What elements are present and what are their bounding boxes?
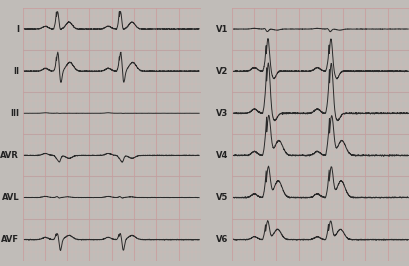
Text: II: II	[13, 67, 19, 76]
Text: V2: V2	[216, 67, 228, 76]
Text: V4: V4	[216, 151, 228, 160]
Text: AVL: AVL	[2, 193, 19, 202]
Text: AVF: AVF	[1, 235, 19, 244]
Text: V5: V5	[216, 193, 228, 202]
Text: III: III	[10, 109, 19, 118]
Text: V1: V1	[216, 24, 228, 34]
Text: AVR: AVR	[0, 151, 19, 160]
Text: V6: V6	[216, 235, 228, 244]
Text: I: I	[16, 24, 19, 34]
Text: V3: V3	[216, 109, 228, 118]
